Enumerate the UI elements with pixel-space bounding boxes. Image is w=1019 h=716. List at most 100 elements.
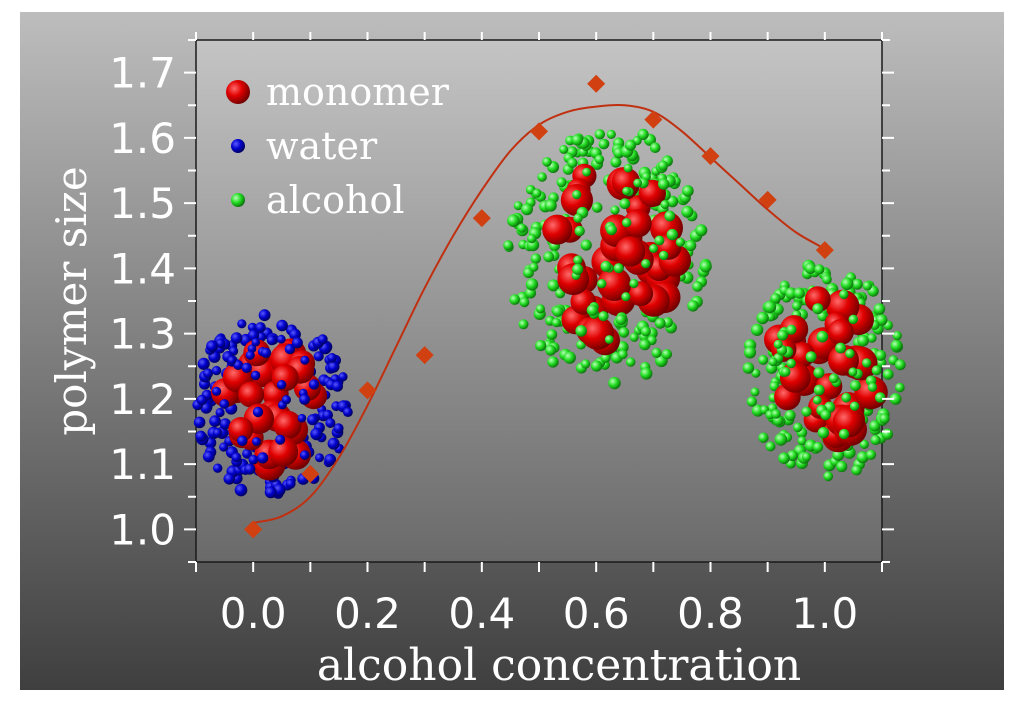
solvent-molecule — [606, 129, 616, 139]
monomer-sphere — [623, 209, 652, 238]
y-tick-label: 1.2 — [109, 375, 176, 424]
y-tick-label: 1.7 — [109, 49, 176, 98]
solvent-molecule — [659, 250, 669, 261]
solvent-molecule — [257, 452, 269, 464]
solvent-molecule — [814, 264, 825, 275]
solvent-molecule — [196, 394, 207, 406]
solvent-molecule — [746, 396, 757, 407]
solvent-molecule — [840, 277, 854, 291]
solvent-molecule — [299, 394, 310, 405]
solvent-molecule — [685, 239, 697, 252]
solvent-molecule — [773, 339, 783, 349]
solvent-molecule — [594, 154, 605, 165]
solvent-molecule — [567, 157, 578, 168]
solvent-molecule — [784, 409, 796, 421]
solvent-molecule — [695, 224, 708, 237]
solvent-molecule — [758, 354, 769, 365]
solvent-molecule — [615, 314, 627, 325]
solvent-molecule — [664, 210, 676, 222]
data-point — [758, 190, 777, 209]
solvent-molecule — [586, 304, 599, 317]
solvent-molecule — [266, 335, 277, 346]
solvent-molecule — [542, 157, 552, 167]
solvent-molecule — [793, 422, 803, 433]
solvent-molecule — [606, 224, 617, 236]
solvent-molecule — [751, 368, 761, 378]
solvent-molecule — [618, 349, 628, 360]
solvent-molecule — [213, 463, 223, 473]
solvent-molecule — [623, 163, 633, 173]
solvent-molecule — [575, 325, 587, 337]
solvent-molecule — [308, 379, 320, 390]
data-points — [244, 74, 834, 539]
solvent-molecule — [750, 323, 764, 336]
solvent-molecule — [813, 367, 825, 379]
solvent-molecule — [781, 367, 791, 377]
solvent-molecule — [333, 423, 344, 434]
legend-label: water — [266, 124, 378, 168]
solvent-molecule — [763, 300, 777, 314]
solvent-molecule — [517, 223, 527, 233]
solvent-molecule — [820, 409, 831, 421]
data-point — [815, 241, 834, 260]
y-tick-label: 1.4 — [109, 244, 176, 293]
y-tick-label: 1.1 — [109, 440, 176, 489]
solvent-molecule — [310, 427, 323, 441]
solvent-molecule — [865, 449, 877, 460]
monomer-sphere — [615, 236, 646, 267]
solvent-molecule — [582, 167, 591, 177]
solvent-molecule — [786, 324, 797, 335]
legend-label: alcohol — [266, 178, 404, 222]
solvent-molecule — [509, 294, 520, 305]
data-point — [587, 74, 606, 93]
solvent-molecule — [875, 349, 887, 361]
solvent-molecule — [682, 185, 694, 197]
solvent-molecule — [658, 178, 670, 190]
solvent-molecule — [571, 134, 583, 146]
solvent-molecule — [563, 351, 576, 364]
solvent-molecule — [619, 198, 631, 210]
solvent-molecule — [637, 128, 649, 140]
solvent-molecule — [242, 448, 253, 459]
solvent-molecule — [867, 382, 878, 392]
axes: 0.0 0.2 0.4 0.6 0.8 1.0 1.0 1.1 1.2 1.3 1.4 1.5 1.6 1… — [109, 32, 894, 638]
solvent-molecule — [770, 293, 781, 304]
solvent-molecule — [307, 414, 319, 426]
solvent-molecule — [327, 353, 337, 363]
solvent-molecule — [245, 350, 255, 360]
solvent-molecule — [618, 327, 630, 338]
solvent-molecule — [793, 287, 805, 299]
solvent-molecule — [879, 413, 890, 424]
solvent-molecule — [851, 464, 862, 476]
solvent-molecule — [600, 260, 612, 272]
solvent-molecule — [873, 303, 886, 315]
solvent-molecule — [785, 287, 797, 300]
solvent-molecule — [519, 297, 530, 308]
solvent-molecule — [768, 357, 778, 367]
alcohol-cluster — [742, 259, 906, 482]
data-point — [530, 122, 548, 141]
monomer-sphere — [273, 410, 302, 440]
solvent-molecule — [857, 334, 869, 347]
solvent-molecule — [832, 449, 845, 461]
solvent-molecule — [200, 402, 212, 414]
solvent-molecule — [692, 281, 703, 292]
solvent-molecule — [771, 409, 781, 419]
solvent-molecule — [859, 439, 869, 449]
solvent-molecule — [230, 332, 243, 344]
solvent-molecule — [841, 392, 852, 403]
solvent-molecule — [530, 253, 541, 264]
solvent-molecule — [666, 228, 678, 241]
monomer-sphere — [779, 362, 811, 393]
solvent-molecule — [867, 333, 877, 343]
solvent-molecule — [895, 382, 905, 393]
solvent-molecule — [546, 329, 558, 340]
x-tick-label: 0.8 — [677, 589, 744, 638]
solvent-molecule — [581, 359, 591, 369]
solvent-molecule — [206, 340, 219, 352]
solvent-molecule — [805, 351, 817, 363]
solvent-molecule — [556, 177, 567, 188]
solvent-molecule — [234, 483, 248, 497]
solvent-molecule — [649, 244, 659, 253]
solvent-molecule — [851, 278, 863, 290]
